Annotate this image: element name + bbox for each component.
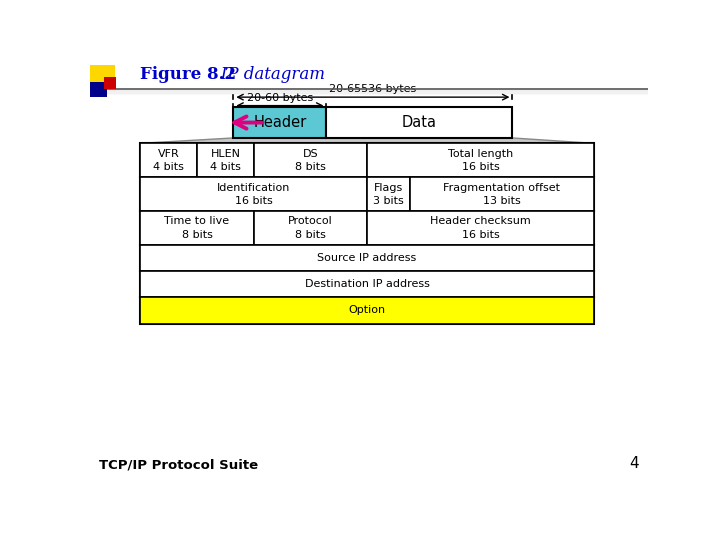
Text: Identification
16 bits: Identification 16 bits	[217, 183, 290, 206]
Text: IP datagram: IP datagram	[204, 66, 325, 83]
Bar	[140, 177, 367, 211]
Bar	[367, 143, 594, 177]
Bar	[233, 107, 326, 138]
Text: Time to live
8 bits: Time to live 8 bits	[164, 217, 230, 240]
Text: Option: Option	[348, 306, 386, 315]
Text: VFR
4 bits: VFR 4 bits	[153, 148, 184, 172]
Text: Total length
16 bits: Total length 16 bits	[448, 148, 513, 172]
Bar	[140, 143, 594, 177]
Text: Source IP address: Source IP address	[318, 253, 417, 263]
Bar	[140, 143, 197, 177]
Text: DS
8 bits: DS 8 bits	[295, 148, 326, 172]
Bar	[140, 298, 594, 323]
Text: 4: 4	[629, 456, 639, 471]
Text: Flags
3 bits: Flags 3 bits	[373, 183, 404, 206]
Bar	[367, 211, 594, 245]
Bar	[90, 82, 107, 97]
Bar	[140, 271, 594, 298]
Text: 20-60 bytes: 20-60 bytes	[247, 93, 313, 103]
Bar	[140, 211, 594, 245]
Polygon shape	[140, 138, 594, 143]
Text: TCP/IP Protocol Suite: TCP/IP Protocol Suite	[99, 458, 258, 471]
Bar	[197, 143, 253, 177]
Bar	[140, 177, 594, 211]
Text: Destination IP address: Destination IP address	[305, 279, 430, 289]
Text: Header: Header	[253, 115, 307, 130]
Text: Header checksum
16 bits: Header checksum 16 bits	[430, 217, 531, 240]
Text: Fragmentation offset
13 bits: Fragmentation offset 13 bits	[443, 183, 560, 206]
Bar	[104, 77, 117, 90]
Text: 20-65536 bytes: 20-65536 bytes	[329, 84, 416, 94]
Bar	[140, 298, 594, 323]
Bar	[90, 65, 114, 84]
Bar	[326, 107, 513, 138]
Bar	[140, 211, 253, 245]
Bar	[410, 177, 594, 211]
Bar	[140, 245, 594, 271]
Text: Data: Data	[402, 115, 437, 130]
Bar	[140, 245, 594, 271]
Bar	[140, 271, 594, 298]
Text: Figure 8.2: Figure 8.2	[140, 66, 236, 83]
Bar	[367, 177, 410, 211]
Bar	[253, 211, 367, 245]
Text: HLEN
4 bits: HLEN 4 bits	[210, 148, 240, 172]
Text: Protocol
8 bits: Protocol 8 bits	[288, 217, 333, 240]
Bar	[253, 143, 367, 177]
